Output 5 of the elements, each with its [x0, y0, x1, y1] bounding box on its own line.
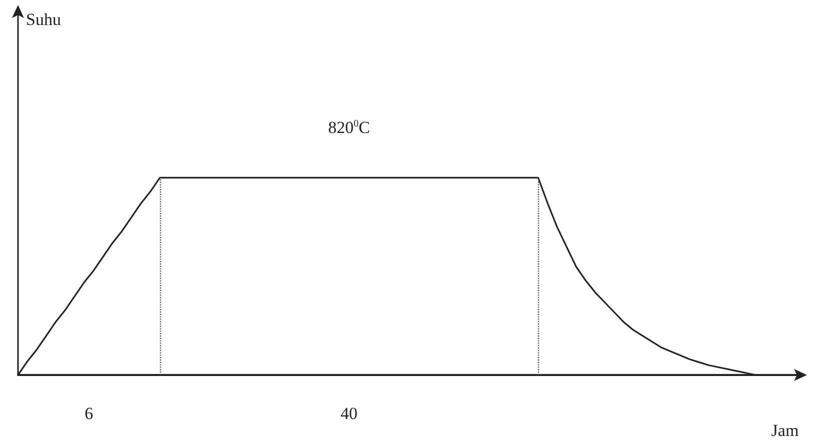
text: 6	[84, 404, 94, 424]
text: 40	[340, 404, 358, 424]
text: 820$^{0}$C	[328, 118, 370, 138]
x-axis-title: Jam	[771, 421, 799, 441]
text: Suhu	[26, 10, 61, 30]
